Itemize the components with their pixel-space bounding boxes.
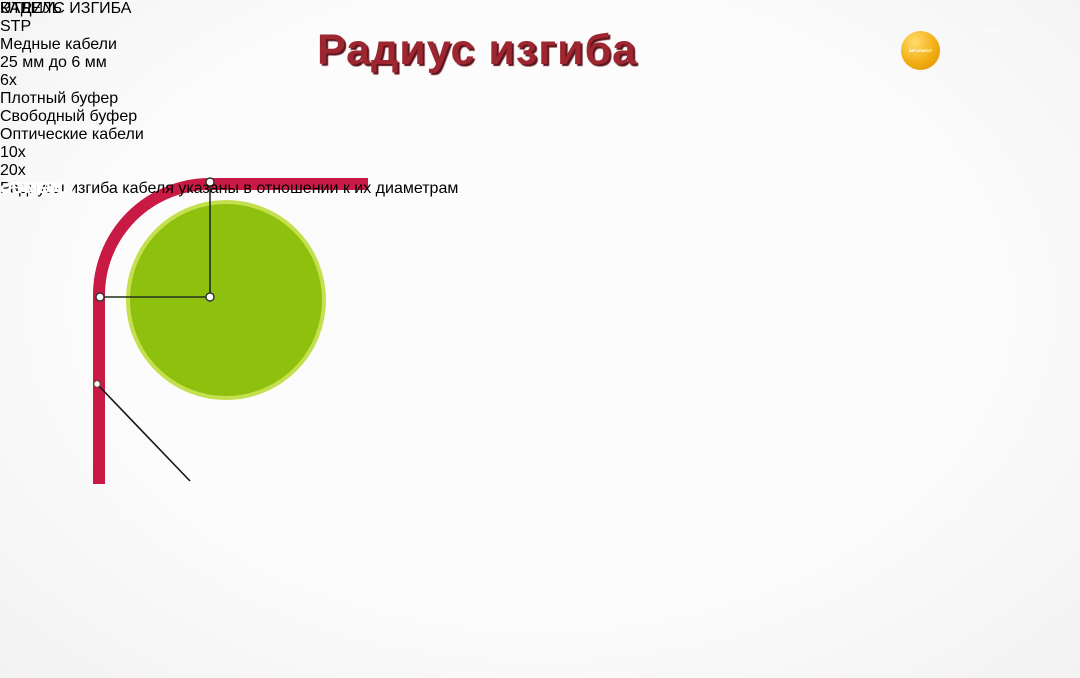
center-marker	[205, 292, 215, 302]
column-header-utp: UTP	[0, 0, 32, 17]
cable-label: КАБЕЛЬ	[0, 0, 63, 17]
copper-utp-value: 25 мм до 6 мм	[0, 54, 107, 71]
cable-leader-line	[96, 383, 191, 482]
footer-note: Радиусы изгиба кабеля указаны в отношени…	[0, 180, 459, 197]
row-label-optical: Оптические кабели	[0, 126, 144, 143]
radius-circle	[126, 200, 326, 400]
copper-stp-value: 6x	[0, 72, 17, 89]
logo-sphere-implement: IMPLEMENT	[901, 31, 940, 70]
subheader-loose-buffer: Свободный буфер	[0, 108, 138, 125]
column-header-stp: STP	[0, 18, 32, 35]
logo-sphere-design: DESIGN	[0, 180, 61, 198]
cable-marker	[92, 379, 102, 389]
top-marker	[205, 177, 215, 187]
subheader-tight-buffer: Плотный буфер	[0, 90, 119, 107]
logo-sphere-support: SUPPORT	[975, 13, 1009, 47]
sphere-design-label: DESIGN	[0, 180, 62, 197]
page-title: Радиус изгиба	[316, 26, 638, 74]
sphere-implement-label: IMPLEMENT	[908, 48, 933, 53]
sphere-support-label: SUPPORT	[982, 27, 1002, 33]
optical-stp-value: 20x	[0, 162, 26, 179]
radius-label: РАДИУС ИЗГИБА	[0, 0, 132, 17]
row-label-copper: Медные кабели	[0, 36, 117, 53]
logo-sphere-consult: CONSULT	[0, 180, 76, 198]
sphere-consult-label: CONSULT	[0, 180, 77, 197]
left-marker	[95, 292, 105, 302]
cable-line	[93, 178, 368, 484]
optical-utp-value: 10x	[0, 144, 26, 161]
